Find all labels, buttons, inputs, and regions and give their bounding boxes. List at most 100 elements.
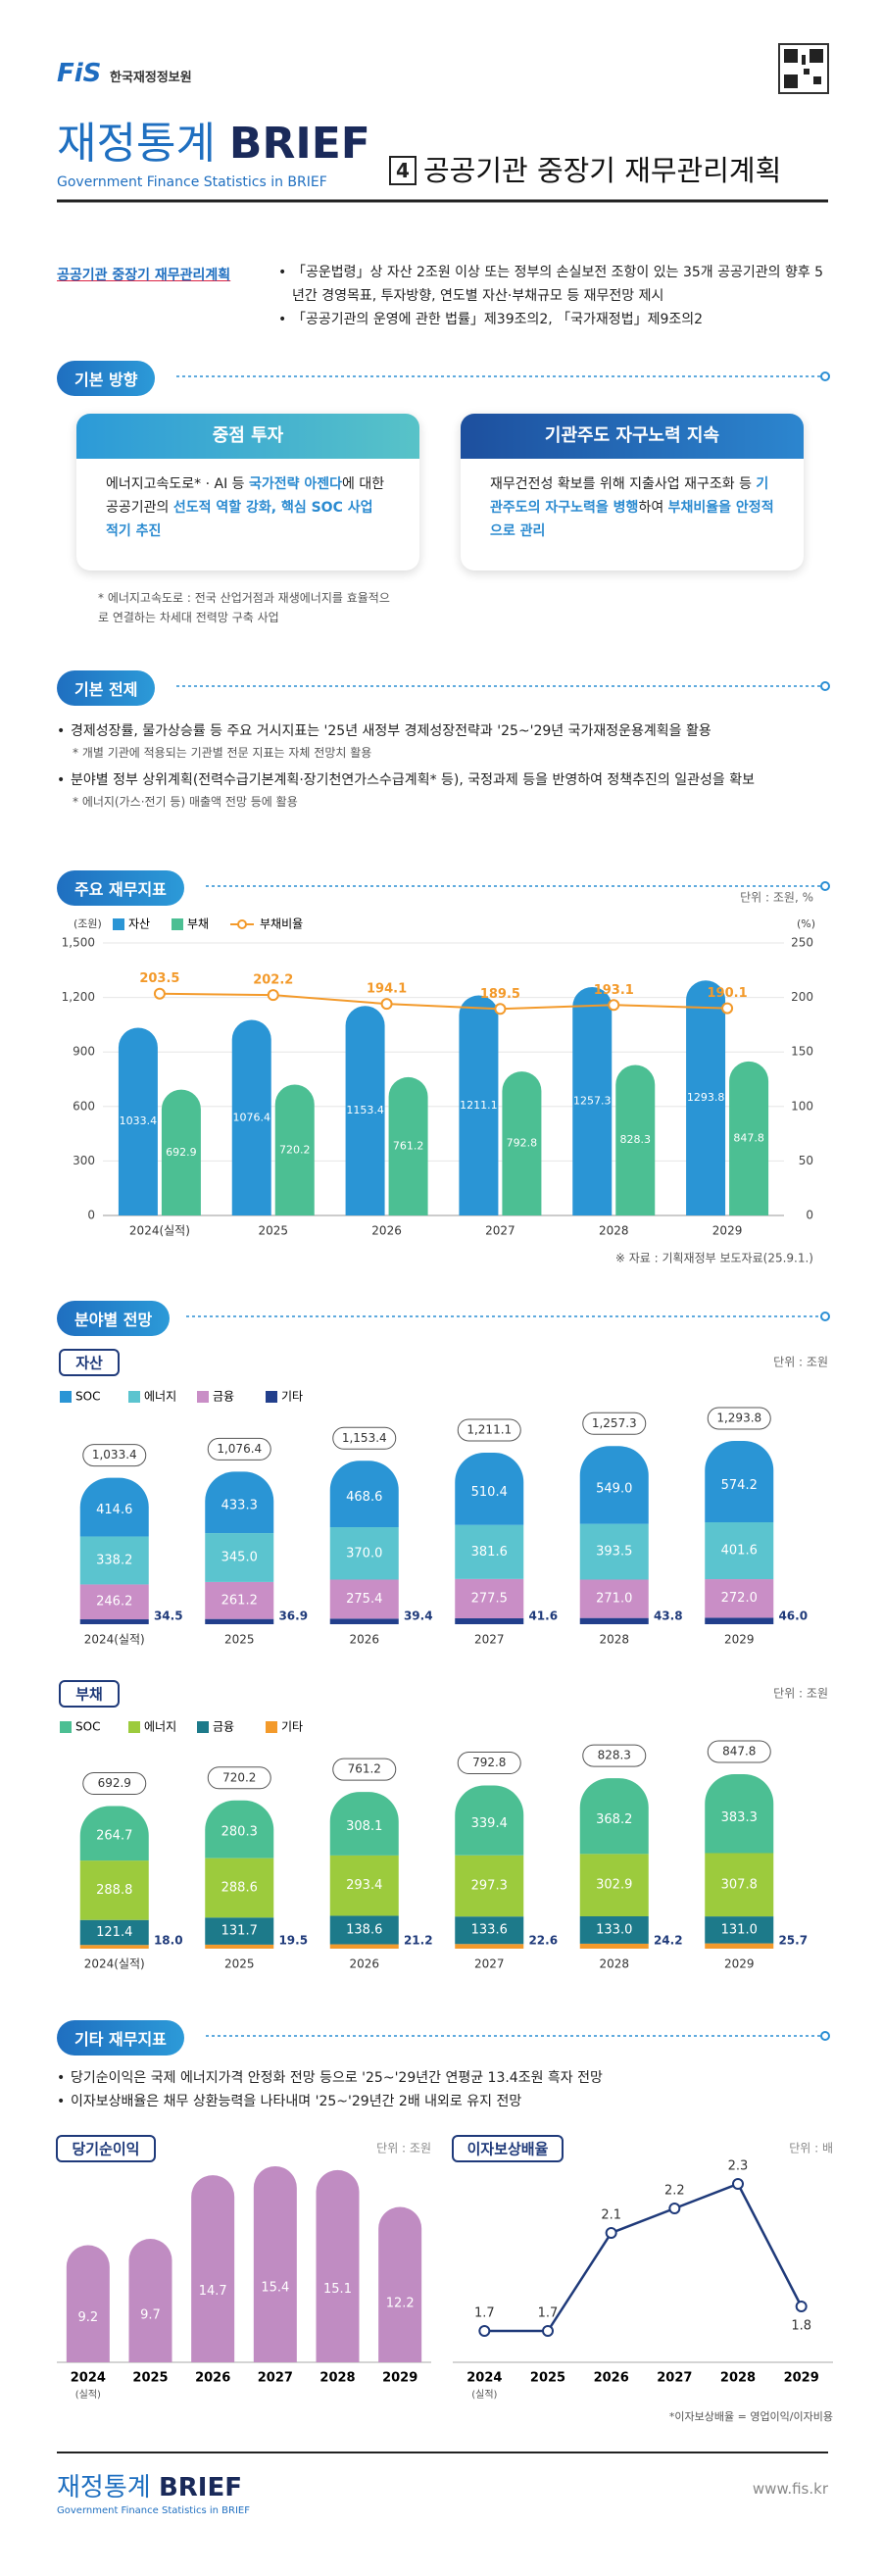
bar-segment — [329, 1915, 399, 1945]
issue-number: 4 — [396, 159, 410, 182]
chart-note: *이자보상배율 = 영업이익/이자비용 — [669, 2410, 833, 2423]
legend-label: 기타 — [281, 1390, 303, 1404]
premise-note: * 개별 기관에 적용되는 기관별 전문 지표는 자체 전망치 활용 — [73, 746, 372, 760]
data-label: 15.4 — [261, 2281, 289, 2296]
data-label: 9.7 — [140, 2308, 161, 2323]
data-label: 19.5 — [278, 1934, 308, 1948]
data-label: 46.0 — [778, 1610, 808, 1623]
data-label: 1211.1 — [460, 1099, 498, 1112]
emphasis-text: 부채비율을 안정적으로 관리 — [490, 500, 774, 539]
intro-bullet: 「공운법령」상 자산 2조원 이상 또는 정부의 손실보전 조항이 있는 35개… — [278, 261, 833, 308]
ratio-point — [494, 1003, 507, 1016]
logo: FiS — [57, 59, 102, 88]
bar-segment — [329, 1461, 399, 1528]
bar-segment — [79, 1806, 149, 1861]
legend-swatch — [197, 1721, 209, 1733]
data-label: 792.8 — [507, 1137, 538, 1150]
bar — [253, 2166, 297, 2362]
unit-label: 단위 : 조원 — [773, 1687, 828, 1701]
data-label: 381.6 — [471, 1545, 508, 1560]
data-label: 264.7 — [96, 1829, 132, 1844]
legend-swatch — [128, 1391, 140, 1403]
x-tick-label: 2024 — [466, 2371, 502, 2386]
y2-tick-label: 50 — [799, 1154, 813, 1167]
x-tick-label: 2027 — [474, 1957, 505, 1971]
total-label: 1,293.8 — [716, 1412, 761, 1425]
total-label: 792.8 — [472, 1756, 506, 1769]
data-label: 189.5 — [480, 987, 520, 1002]
card-text: 에너지고속도로* · AI 등 국가전략 아젠다에 대한 공공기관의 선도적 역… — [76, 459, 419, 557]
section-heading: 기본 전제 — [57, 670, 156, 706]
footer-title-en: BRIEF — [158, 2473, 242, 2502]
data-label: 202.2 — [253, 973, 293, 988]
other-bullet: 당기순이익은 국제 에너지가격 안정화 전망 등으로 '25~'29년간 연평균… — [57, 2066, 841, 2090]
chart-title-box — [452, 2135, 564, 2162]
data-label: 246.2 — [96, 1595, 132, 1610]
bar — [502, 1071, 542, 1215]
data-label: 131.7 — [221, 1924, 258, 1939]
ratio-point — [267, 989, 279, 1002]
data-label: 133.0 — [596, 1922, 632, 1937]
bar-segment — [329, 1855, 399, 1916]
total-label: 1,033.4 — [92, 1448, 137, 1461]
legend-label: 금융 — [213, 1720, 234, 1734]
data-label: 338.2 — [96, 1553, 132, 1567]
point — [668, 2203, 681, 2214]
x-tick-label: 2027 — [485, 1224, 515, 1238]
data-label: 383.3 — [721, 1810, 758, 1825]
footer-url: www.fis.kr — [752, 2480, 828, 2498]
bar-segment — [79, 1584, 149, 1620]
data-label: 468.6 — [346, 1490, 382, 1505]
bar-segment — [455, 1452, 524, 1525]
legend-swatch — [266, 1721, 277, 1733]
data-label: 2.2 — [664, 2184, 685, 2199]
card-text-part: 에너지고속도로* · AI 등 — [106, 476, 249, 492]
x-tick-label: 2026 — [195, 2371, 230, 2386]
section-line-ends — [820, 372, 830, 2041]
x-tick-label: 2025 — [224, 1633, 255, 1647]
total-box — [82, 1772, 147, 1796]
legend-label: 부채비율 — [260, 917, 303, 931]
x-tick-label: 2029 — [784, 2371, 819, 2386]
ratio-point — [153, 987, 166, 1000]
chart-title: 당기순이익 — [72, 2141, 139, 2158]
premise-bullet: 경제성장률, 물가상승률 등 주요 거시지표는 '25년 새정부 경제성장전략과… — [57, 719, 841, 743]
x-tick-label: 2026 — [349, 1957, 379, 1971]
bar — [378, 2206, 422, 2362]
bar-segment — [79, 1860, 149, 1920]
data-label: 12.2 — [386, 2296, 415, 2310]
y2-tick-label: 100 — [791, 1099, 813, 1113]
bar-segment — [79, 1619, 149, 1624]
x-tick-label: 2028 — [599, 1633, 629, 1647]
x-tick-label: 2028 — [599, 1224, 629, 1238]
unit-label: 단위 : 조원 — [376, 2142, 431, 2155]
bar-segment — [455, 1524, 524, 1579]
x-tick-label: 2027 — [657, 2371, 692, 2386]
data-label: 272.0 — [721, 1591, 758, 1606]
x-tick-label: 2027 — [474, 1633, 505, 1647]
bar-segment — [205, 1858, 274, 1918]
ratio-point — [721, 1002, 734, 1015]
title-ko: 재정통계 — [57, 119, 216, 169]
bar-segment — [455, 1944, 524, 1949]
data-label: 345.0 — [221, 1550, 258, 1564]
bar-segment — [329, 1618, 399, 1624]
unit-label: 단위 : 조원 — [773, 1356, 828, 1369]
x-tick-note: (실적) — [471, 2389, 497, 2401]
data-label: 414.6 — [96, 1503, 132, 1517]
data-label: 393.5 — [596, 1545, 632, 1560]
bar — [274, 1084, 315, 1215]
unit-label: 단위 : 조원, % — [740, 891, 813, 905]
total-box — [82, 1444, 147, 1467]
legend-label: 자산 — [128, 917, 150, 931]
bar-segment — [705, 1943, 774, 1949]
x-tick-label: 2026 — [349, 1633, 379, 1647]
total-label: 720.2 — [222, 1770, 256, 1784]
data-label: 21.2 — [404, 1934, 433, 1948]
data-label: 194.1 — [367, 982, 407, 997]
total-label: 1,211.1 — [466, 1422, 512, 1436]
data-label: 368.2 — [596, 1812, 632, 1827]
legend-label: 에너지 — [144, 1390, 176, 1404]
total-label: 828.3 — [598, 1749, 631, 1762]
